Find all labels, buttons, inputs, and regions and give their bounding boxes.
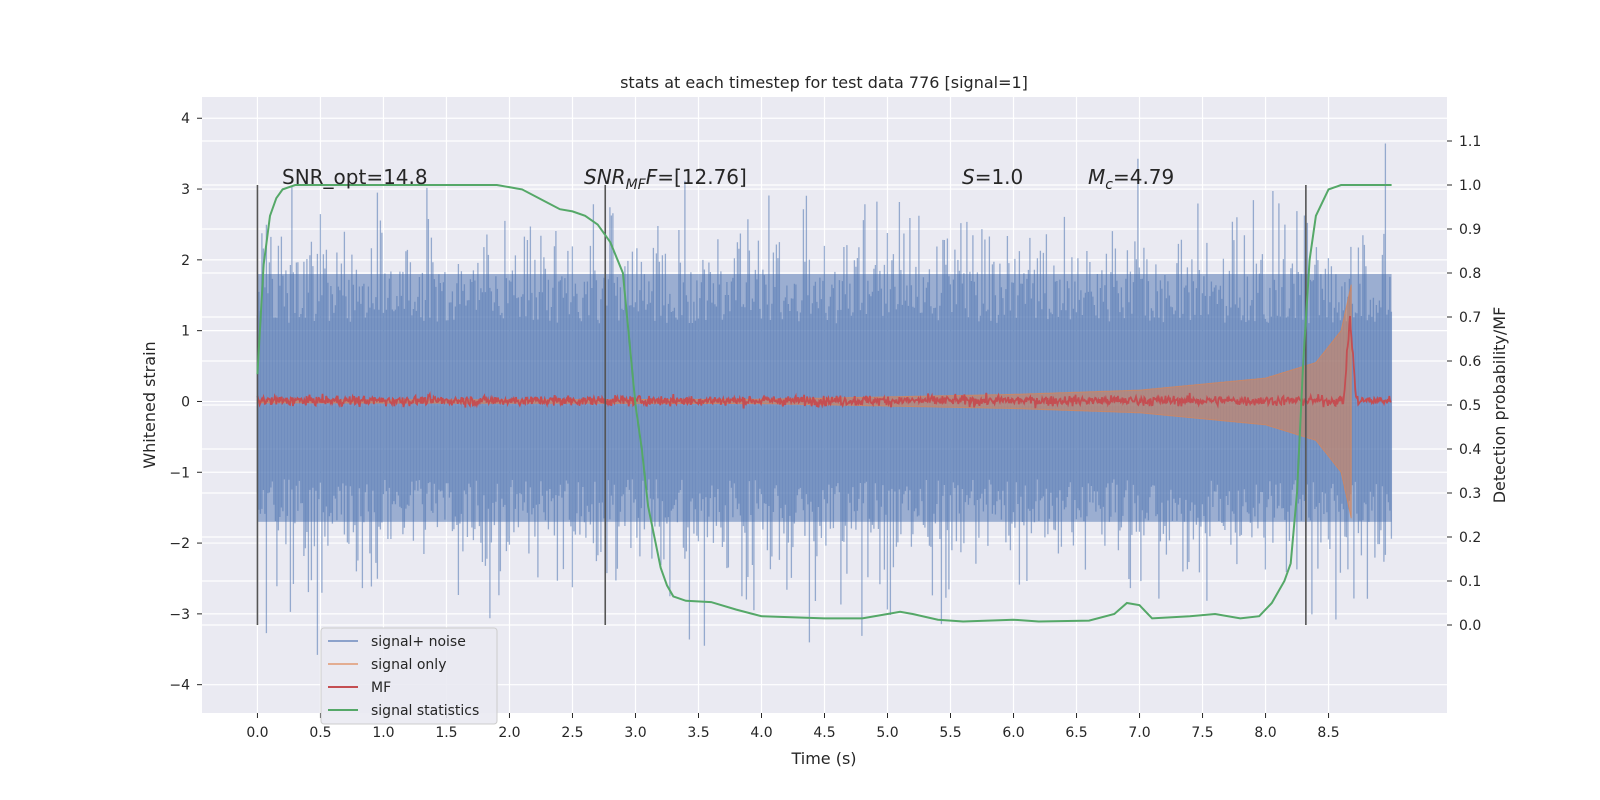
x-tick-label: 1.0 [372,725,394,741]
x-tick-label: 7.5 [1191,725,1213,741]
x-tick-label: 3.5 [687,725,709,741]
annotation-mc-value: =4.79 [1113,165,1174,189]
y-tick-label-right: 0.3 [1459,486,1481,502]
y-tick-label-right: 0.0 [1459,618,1481,634]
y-tick-label-right: 0.2 [1459,530,1481,546]
y-tick-label-right: 0.5 [1459,398,1481,414]
annotation-snr-mf-f: F [646,165,658,189]
y-tick-label: −2 [169,536,190,552]
legend-box [320,627,498,725]
x-tick-label: 8.0 [1254,725,1276,741]
y-tick-label: −4 [169,678,190,694]
mf-series [256,315,1392,409]
legend-label-signal-noise: signal+ noise [371,634,466,650]
y-tick-label-right: 0.6 [1459,354,1481,370]
y-tick-label: −1 [169,465,190,481]
x-tick-label: 0.0 [246,725,268,741]
annotation-snr-opt: SNR_opt=14.8 [282,165,428,189]
legend-label-signal-only: signal only [371,657,446,673]
annotation-s-symbol: S [962,165,975,189]
x-axis-label: Time (s) [790,749,856,768]
legend: signal+ noise signal only MF signal stat… [320,627,498,725]
chart-title: stats at each timestep for test data 776… [620,73,1028,92]
x-tick-label: 0.5 [309,725,331,741]
annotation-mc-subscript: c [1105,177,1113,193]
y-tick-label: 4 [181,111,190,127]
y-tick-label: −3 [169,607,190,623]
x-tick-label: 4.0 [750,725,772,741]
vertical-markers [256,185,1307,625]
annotation-snr-mf-value: =[12.76] [657,165,747,189]
y-tick-label: 2 [181,253,190,269]
y-axis-label-right: Detection probability/MF [1490,307,1509,504]
legend-label-mf: MF [371,680,391,696]
y-tick-label-right: 0.9 [1459,222,1481,238]
x-tick-label: 5.5 [939,725,961,741]
x-tick-label: 2.5 [561,725,583,741]
annotation-snr-mf-symbol: SNR [584,165,626,189]
axis-ticks: 0.0 0.5 1.0 1.5 2.0 2.5 3.0 3.5 4.0 4.5 5.0 5.5 6.0 6… [169,111,1481,741]
y-tick-label-right: 0.8 [1459,266,1481,282]
x-tick-label: 6.0 [1002,725,1024,741]
annotation-mc: Mc=4.79 [1088,165,1174,193]
annotation-s: S=1.0 [962,165,1023,189]
annotation-snr-mf-subscript: MF [626,177,647,193]
y-tick-label-right: 0.4 [1459,442,1481,458]
x-tick-label: 2.0 [498,725,520,741]
x-tick-label: 7.0 [1128,725,1150,741]
x-tick-label: 8.5 [1317,725,1339,741]
x-tick-label: 6.5 [1065,725,1087,741]
legend-label-signal-statistics: signal statistics [371,703,479,719]
y-tick-label-right: 0.1 [1459,574,1481,590]
y-tick-label-right: 1.0 [1459,178,1481,194]
y-tick-label: 3 [181,182,190,198]
x-tick-label: 4.5 [813,725,835,741]
annotation-mc-symbol: M [1088,165,1105,189]
annotation-s-value: =1.0 [975,165,1024,189]
y-tick-label-right: 1.1 [1459,134,1481,150]
y-tick-label: 1 [181,324,190,340]
x-tick-label: 5.0 [876,725,898,741]
x-tick-label: 1.5 [435,725,457,741]
annotation-snr-mf: SNRMFF=[12.76] [584,165,747,193]
signal-statistics-series [256,184,1392,623]
y-axis-label: Whitened strain [140,341,159,468]
y-tick-label: 0 [181,394,190,410]
x-tick-label: 3.0 [624,725,646,741]
y-tick-label-right: 0.7 [1459,310,1481,326]
